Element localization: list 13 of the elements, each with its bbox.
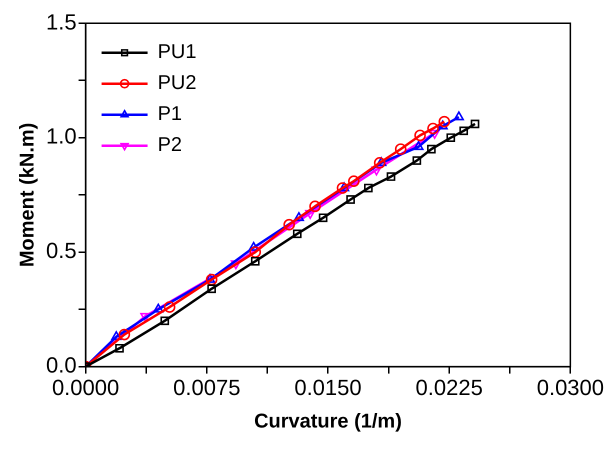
legend-label: PU1	[158, 41, 196, 64]
legend-label: P1	[158, 103, 182, 126]
legend-label: PU2	[158, 72, 196, 94]
y-tick-label: 1.0	[46, 124, 77, 149]
y-axis-title: Moment (kN.m)	[16, 122, 39, 268]
y-tick-label: 1.5	[46, 9, 77, 34]
y-tick-label: 0.5	[46, 238, 77, 264]
x-tick-label: 0.0225	[416, 374, 483, 400]
x-axis-title: Curvature (1/m)	[254, 410, 402, 433]
x-tick-label: 0.0150	[294, 374, 362, 400]
legend-label: P2	[158, 134, 182, 156]
x-tick-label: 0.0075	[173, 374, 240, 400]
x-tick-label: 0.0300	[536, 374, 604, 400]
